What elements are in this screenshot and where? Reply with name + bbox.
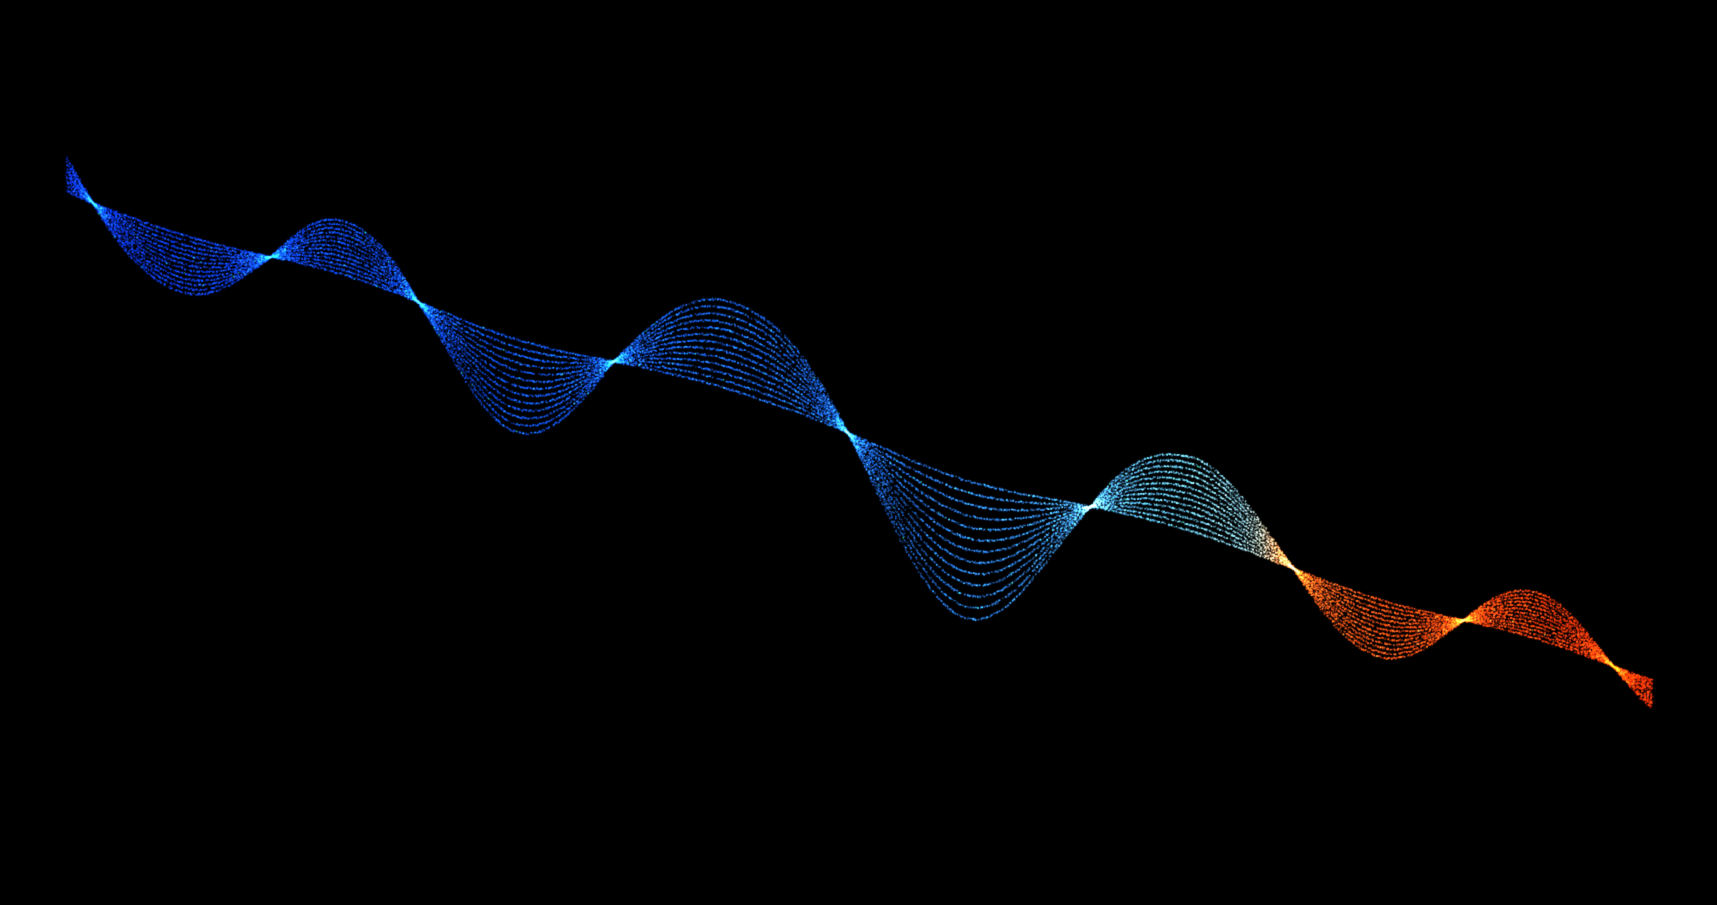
wave-ribbon-canvas bbox=[0, 0, 1717, 905]
wave-art-stage bbox=[0, 0, 1717, 905]
